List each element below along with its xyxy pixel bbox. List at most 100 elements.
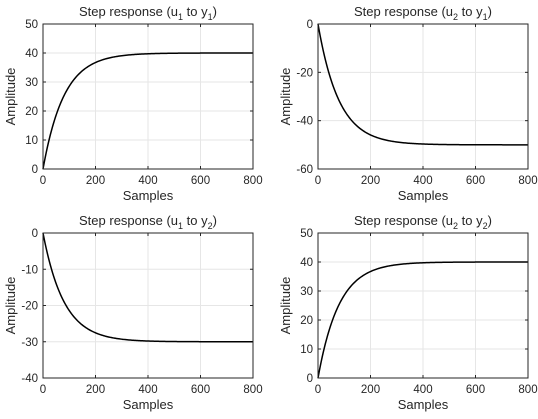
y-tick-text: 10 <box>300 344 313 356</box>
y-tick-label: 30 <box>25 77 38 89</box>
title-subscript: 2 <box>453 12 458 22</box>
x-tick-text: 200 <box>86 175 105 187</box>
x-tick-label: 800 <box>243 175 262 187</box>
x-tick-label: 400 <box>138 384 157 396</box>
y-axis-label: Amplitude <box>278 277 293 335</box>
title-part: to y <box>458 213 483 228</box>
x-tick-text: 200 <box>361 175 380 187</box>
y-tick-text: 40 <box>300 257 313 269</box>
y-tick-text: 20 <box>300 315 313 327</box>
y-tick-text: 0 <box>32 228 38 240</box>
x-axis-label: Samples <box>398 397 449 412</box>
axes-box <box>317 23 529 170</box>
y-tick-text: -40 <box>296 116 313 128</box>
x-tick-label: 0 <box>40 175 46 187</box>
chart-title: Step response (u2 to y2) <box>354 213 492 231</box>
subplot-3: 0 200 400 600 800 -40 -30 -20 -10 0 Samples Amplitu… <box>3 213 263 412</box>
title-part: Step response (u <box>79 4 178 19</box>
x-tick-text: 400 <box>413 384 432 396</box>
y-tick-label: 0 <box>32 228 38 240</box>
y-tick-label: -10 <box>21 264 38 276</box>
y-tick-label: -30 <box>21 337 38 349</box>
y-axis-label-text: Amplitude <box>3 277 18 335</box>
x-tick-label: 400 <box>413 384 432 396</box>
chart-title: Step response (u2 to y1) <box>354 4 492 22</box>
title-subscript: 1 <box>483 12 488 22</box>
y-tick-label: -40 <box>296 116 313 128</box>
y-tick-label: 40 <box>25 48 38 60</box>
y-tick-text: 20 <box>25 106 38 118</box>
y-tick-text: 0 <box>32 164 38 176</box>
y-tick-text: 0 <box>307 19 313 31</box>
title-subscript: 2 <box>453 221 458 231</box>
title-part: Step response (u <box>354 4 453 19</box>
title-part: Step response (u <box>79 213 178 228</box>
x-tick-text: 0 <box>315 175 321 187</box>
y-axis-label-text: Amplitude <box>3 68 18 126</box>
title-subscript: 2 <box>208 221 213 231</box>
y-tick-label: 0 <box>307 373 313 385</box>
title-part: ) <box>213 4 217 19</box>
y-tick-text: 50 <box>300 228 313 240</box>
y-tick-text: 50 <box>25 19 38 31</box>
x-tick-text: 0 <box>40 384 46 396</box>
subplot-4: 0 200 400 600 800 0 10 20 30 40 50 Samples Amplitude… <box>278 213 538 412</box>
y-tick-label: 30 <box>300 286 313 298</box>
x-tick-label: 400 <box>413 175 432 187</box>
axes-box <box>317 232 529 379</box>
title-part: ) <box>488 4 492 19</box>
x-axis-label-text: Samples <box>398 397 449 412</box>
x-tick-text: 800 <box>243 175 262 187</box>
x-axis-label: Samples <box>123 397 174 412</box>
x-tick-text: 400 <box>138 384 157 396</box>
x-axis-label-text: Samples <box>123 397 174 412</box>
y-tick-label: 10 <box>25 135 38 147</box>
title-subscript: 2 <box>483 221 488 231</box>
title-subscript: 1 <box>208 12 213 22</box>
y-tick-label: -20 <box>296 67 313 79</box>
y-tick-label: 50 <box>25 19 38 31</box>
x-tick-label: 0 <box>315 384 321 396</box>
x-tick-text: 0 <box>40 175 46 187</box>
axes-box <box>42 23 254 170</box>
title-part: ) <box>213 213 217 228</box>
x-axis-label: Samples <box>123 188 174 203</box>
x-tick-text: 400 <box>413 175 432 187</box>
x-tick-label: 600 <box>466 384 485 396</box>
x-tick-text: 600 <box>466 384 485 396</box>
series-line-1 <box>42 52 253 170</box>
title-subscript: 1 <box>178 221 183 231</box>
x-tick-text: 800 <box>518 384 537 396</box>
y-tick-label: 50 <box>300 228 313 240</box>
x-tick-label: 200 <box>361 175 380 187</box>
y-axis-label: Amplitude <box>3 68 18 126</box>
y-axis-label-text: Amplitude <box>278 277 293 335</box>
x-tick-label: 800 <box>518 175 537 187</box>
y-tick-text: 40 <box>25 48 38 60</box>
x-tick-label: 800 <box>243 384 262 396</box>
x-tick-label: 600 <box>191 175 210 187</box>
y-axis-label: Amplitude <box>278 68 293 126</box>
y-tick-label: 20 <box>25 106 38 118</box>
y-tick-label: 0 <box>307 19 313 31</box>
y-tick-text: 30 <box>25 77 38 89</box>
x-axis-label-text: Samples <box>398 188 449 203</box>
y-axis-label-text: Amplitude <box>278 68 293 126</box>
y-tick-label: 20 <box>300 315 313 327</box>
x-tick-text: 600 <box>191 384 210 396</box>
y-tick-label: -60 <box>296 164 313 176</box>
x-tick-text: 800 <box>243 384 262 396</box>
y-tick-text: -20 <box>21 301 38 313</box>
y-tick-text: 0 <box>307 373 313 385</box>
y-tick-label: 0 <box>32 164 38 176</box>
y-tick-text: -20 <box>296 67 313 79</box>
x-axis-label: Samples <box>398 188 449 203</box>
x-tick-text: 200 <box>361 384 380 396</box>
x-tick-label: 0 <box>40 384 46 396</box>
chart-title: Step response (u1 to y2) <box>79 213 217 231</box>
y-axis-label: Amplitude <box>3 277 18 335</box>
y-tick-label: -40 <box>21 373 38 385</box>
x-tick-label: 600 <box>466 175 485 187</box>
series-line-1 <box>317 23 528 146</box>
